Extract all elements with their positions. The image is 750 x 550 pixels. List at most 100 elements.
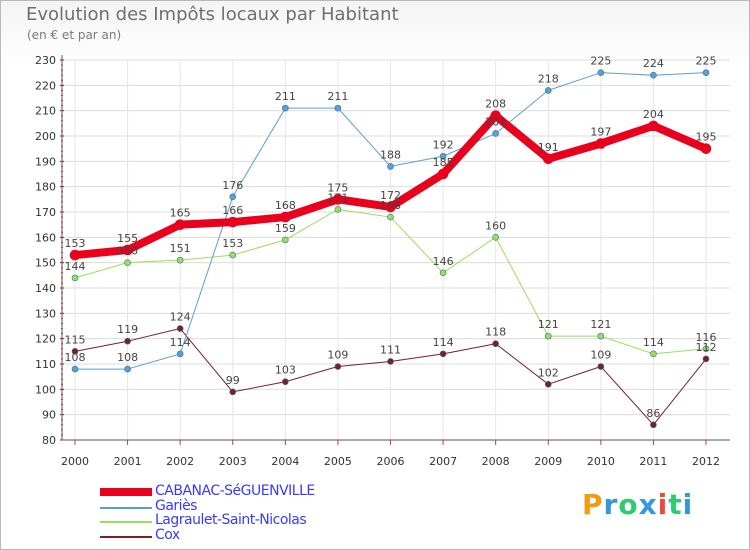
- logo-letter: t: [668, 488, 683, 521]
- x-tick-label: 2010: [587, 455, 615, 468]
- data-label-1: 108: [117, 351, 138, 364]
- data-point-2: [439, 269, 447, 277]
- data-point-2: [702, 345, 710, 353]
- chart-title: Evolution des Impôts locaux par Habitant: [26, 4, 399, 25]
- y-tick-label: 140: [35, 282, 56, 295]
- data-label-3: 114: [433, 336, 454, 349]
- logo-letter: x: [638, 488, 658, 521]
- data-label-2: 116: [696, 331, 717, 344]
- data-point-3: [439, 350, 447, 358]
- data-point-2: [282, 236, 289, 244]
- data-point-0: [648, 120, 659, 132]
- data-label-2: 146: [433, 255, 454, 268]
- data-point-1: [544, 87, 552, 94]
- data-point-0: [122, 244, 133, 256]
- logo-letter: i: [657, 488, 669, 521]
- data-label-1: 114: [170, 336, 191, 349]
- data-label-1: 218: [538, 72, 559, 85]
- data-label-2: 144: [65, 260, 86, 273]
- data-label-2: 160: [485, 219, 506, 232]
- y-tick-label: 110: [35, 358, 56, 371]
- x-tick-label: 2001: [114, 455, 142, 468]
- y-tick-label: 80: [42, 434, 56, 447]
- legend-swatch: [100, 507, 152, 509]
- data-label-3: 124: [170, 311, 191, 324]
- data-point-1: [439, 152, 447, 160]
- data-label-0: 166: [222, 204, 243, 217]
- x-tick-label: 2011: [639, 455, 667, 468]
- data-point-2: [492, 234, 499, 241]
- data-point-3: [71, 348, 79, 355]
- x-tick-label: 2002: [166, 455, 194, 468]
- legend-label: Cox: [155, 527, 180, 543]
- y-tick-label: 210: [35, 105, 56, 118]
- data-point-2: [597, 332, 605, 340]
- y-tick-label: 170: [35, 206, 56, 219]
- data-label-2: 121: [590, 318, 611, 331]
- y-tick-label: 190: [35, 155, 56, 168]
- data-label-0: 165: [170, 207, 191, 220]
- x-tick-label: 2012: [692, 455, 720, 468]
- data-point-3: [702, 355, 710, 363]
- logo-letter: P: [582, 488, 604, 521]
- data-label-1: 211: [275, 90, 296, 103]
- legend-swatch: [100, 521, 152, 523]
- x-tick-label: 2009: [534, 455, 562, 468]
- data-label-1: 188: [380, 148, 401, 161]
- data-point-1: [176, 350, 184, 358]
- data-point-0: [700, 143, 712, 154]
- logo-letter: r: [603, 488, 619, 521]
- data-point-3: [544, 380, 552, 388]
- x-tick-label: 2007: [429, 455, 457, 468]
- data-label-0: 208: [485, 98, 506, 111]
- data-point-1: [597, 69, 605, 76]
- x-tick-label: 2004: [271, 455, 299, 468]
- data-label-3: 111: [380, 343, 401, 356]
- data-label-3: 99: [226, 374, 240, 387]
- x-tick-label: 2005: [324, 455, 352, 468]
- data-point-2: [229, 251, 237, 259]
- y-tick-label: 130: [35, 307, 56, 320]
- data-label-0: 155: [117, 232, 138, 245]
- proxiti-logo: Proxiti: [582, 488, 693, 521]
- data-label-1: 201: [485, 115, 506, 128]
- data-label-2: 159: [275, 222, 296, 235]
- data-label-0: 175: [327, 181, 348, 194]
- data-label-2: 121: [538, 318, 559, 331]
- data-label-3: 103: [275, 364, 296, 377]
- data-point-1: [650, 71, 657, 79]
- legend-label: Lagraulet-Saint-Nicolas: [155, 512, 307, 528]
- data-label-1: 225: [696, 55, 717, 68]
- data-point-3: [176, 325, 184, 332]
- data-point-0: [227, 216, 239, 228]
- data-point-0: [490, 110, 501, 122]
- legend-label: Gariès: [155, 498, 197, 514]
- y-tick-label: 120: [35, 333, 56, 346]
- data-point-0: [69, 249, 81, 261]
- y-tick-label: 150: [35, 257, 56, 270]
- data-point-1: [229, 193, 237, 201]
- x-tick-label: 2003: [219, 455, 247, 468]
- data-point-3: [492, 340, 499, 348]
- data-label-3: 119: [117, 323, 138, 336]
- data-point-1: [702, 69, 710, 76]
- x-tick-label: 2000: [61, 455, 89, 468]
- data-label-1: 108: [65, 351, 86, 364]
- legend-swatch: [100, 536, 152, 538]
- data-label-1: 192: [433, 138, 454, 151]
- data-point-3: [387, 358, 394, 365]
- data-point-0: [280, 211, 291, 223]
- data-label-1: 225: [590, 55, 611, 68]
- legend-label: CABANAC-SéGUENVILLE: [155, 483, 315, 499]
- data-point-2: [650, 350, 657, 358]
- data-label-3: 102: [538, 366, 559, 379]
- data-label-3: 118: [485, 326, 506, 339]
- data-point-0: [332, 194, 344, 205]
- data-point-3: [650, 421, 657, 429]
- logo-letter: i: [682, 488, 694, 521]
- data-point-1: [71, 365, 79, 373]
- data-point-2: [544, 332, 552, 340]
- data-point-2: [71, 274, 79, 282]
